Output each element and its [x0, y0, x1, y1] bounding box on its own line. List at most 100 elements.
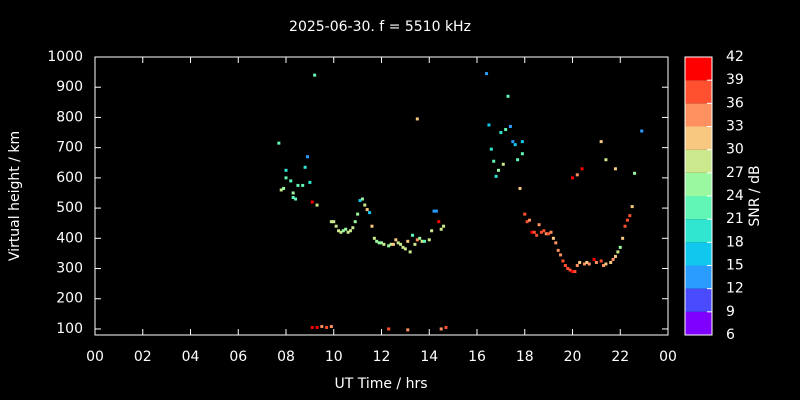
point: [391, 242, 395, 246]
point: [294, 197, 298, 201]
point: [418, 236, 422, 240]
colorbar-band: [685, 288, 712, 312]
x-tick-label: 08: [277, 349, 295, 365]
point: [625, 218, 629, 222]
point: [520, 140, 524, 144]
point: [439, 327, 443, 331]
colorbar-band: [685, 219, 712, 243]
point: [420, 239, 424, 243]
point: [568, 268, 572, 272]
point: [633, 171, 637, 175]
colorbar-tick-label: 15: [726, 258, 744, 274]
point: [571, 176, 574, 180]
point: [494, 174, 498, 178]
point: [415, 238, 419, 242]
point: [310, 200, 314, 204]
point: [427, 238, 431, 242]
point: [363, 203, 367, 207]
colorbar-band: [685, 265, 712, 289]
point: [308, 180, 312, 184]
point: [408, 250, 412, 254]
y-tick-label: 800: [56, 109, 83, 125]
point: [580, 167, 584, 171]
x-tick-label: 02: [134, 349, 152, 365]
point: [337, 229, 341, 233]
point: [351, 226, 355, 230]
colorbar-tick-label: 27: [726, 165, 744, 181]
point: [492, 159, 496, 163]
point: [594, 260, 598, 264]
x-tick-label: 14: [420, 349, 438, 365]
point: [551, 236, 555, 240]
point: [434, 209, 438, 213]
point: [406, 328, 410, 332]
point: [518, 186, 522, 190]
point: [592, 257, 596, 261]
point: [380, 241, 383, 245]
point: [310, 325, 314, 329]
point: [640, 129, 644, 133]
point: [422, 239, 426, 243]
point: [334, 224, 338, 228]
point: [525, 220, 529, 224]
y-tick-label: 400: [56, 230, 83, 246]
point: [611, 257, 615, 261]
y-tick-label: 1000: [47, 49, 83, 65]
point: [360, 197, 364, 201]
point: [406, 239, 410, 243]
point: [365, 208, 369, 212]
x-tick-label: 06: [229, 349, 247, 365]
y-tick-label: 700: [56, 140, 83, 156]
point: [537, 223, 541, 227]
colorbar-band: [685, 149, 712, 173]
colorbar-tick-label: 9: [726, 304, 735, 320]
point: [332, 220, 336, 224]
point: [628, 214, 632, 218]
point: [291, 191, 295, 195]
y-axis-label: Virtual height / km: [7, 131, 23, 261]
point: [439, 227, 443, 231]
point: [401, 245, 405, 249]
point: [528, 218, 532, 222]
point: [358, 199, 362, 203]
colorbar-label: SNR / dB: [747, 165, 763, 226]
point: [621, 236, 625, 240]
x-tick-label: 00: [659, 349, 677, 365]
point: [587, 262, 591, 266]
point: [277, 141, 281, 145]
point: [282, 186, 286, 190]
plot-frame: [94, 56, 669, 336]
point: [341, 229, 345, 233]
point: [356, 212, 360, 216]
point: [284, 168, 288, 172]
point: [411, 233, 415, 237]
point: [284, 176, 288, 180]
colorbar-tick-label: 33: [726, 119, 744, 135]
x-tick-label: 00: [86, 349, 104, 365]
y-tick-label: 200: [56, 291, 83, 307]
point: [559, 253, 563, 257]
point: [329, 325, 333, 329]
colorbar-tick-label: 6: [726, 327, 735, 343]
point: [499, 131, 503, 135]
point: [604, 262, 608, 266]
point: [573, 270, 577, 274]
point: [630, 205, 634, 209]
point: [394, 238, 398, 242]
point: [616, 250, 620, 254]
point: [415, 117, 419, 121]
point: [549, 230, 553, 234]
colorbar-tick-label: 18: [726, 234, 744, 250]
point: [444, 325, 448, 329]
point: [303, 165, 307, 169]
y-tick-label: 300: [56, 261, 83, 277]
point: [346, 230, 350, 234]
x-tick-label: 04: [182, 349, 200, 365]
point: [487, 123, 491, 127]
colorbar-band: [685, 103, 712, 127]
point: [344, 227, 348, 231]
point: [599, 259, 603, 263]
point: [561, 259, 565, 263]
point: [544, 232, 548, 236]
